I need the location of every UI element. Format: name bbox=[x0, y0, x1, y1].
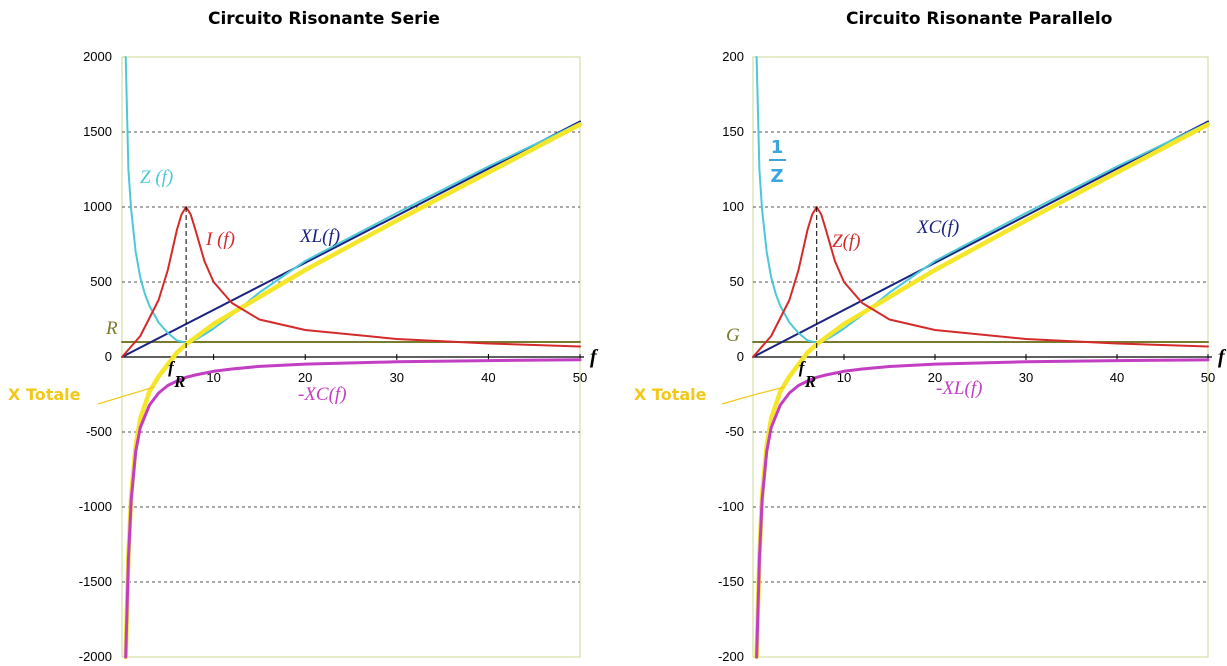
x-tick-label: 50 bbox=[1201, 370, 1215, 385]
y-tick-label: 1000 bbox=[83, 199, 112, 214]
series-label: XC(f) bbox=[916, 217, 959, 238]
x-tick-label: 10 bbox=[206, 370, 220, 385]
y-tick-label: -2000 bbox=[79, 649, 112, 664]
one-over-z-den: Z bbox=[770, 166, 783, 187]
series-label: I (f) bbox=[205, 229, 235, 250]
x-axis-label: f bbox=[590, 346, 599, 368]
x-total-leader bbox=[97, 386, 155, 405]
series-line-xl-f bbox=[755, 358, 1210, 659]
resonance-sub: R bbox=[173, 372, 185, 391]
x-tick-label: 40 bbox=[1110, 370, 1124, 385]
y-tick-label: 100 bbox=[722, 199, 744, 214]
x-tick-label: 20 bbox=[298, 370, 312, 385]
series-line-z-f bbox=[124, 56, 581, 344]
x-total-label: X Totale bbox=[634, 385, 707, 404]
one-over-z-num: 1 bbox=[771, 137, 784, 158]
x-tick-label: 20 bbox=[928, 370, 942, 385]
y-tick-label: -100 bbox=[718, 499, 744, 514]
series-label: Z(f) bbox=[832, 231, 861, 252]
y-tick-label: 0 bbox=[737, 349, 744, 364]
y-tick-label: 2000 bbox=[83, 49, 112, 64]
x-total-label: X Totale bbox=[8, 385, 81, 404]
series-line-1-z bbox=[755, 56, 1209, 344]
x-tick-label: 30 bbox=[1019, 370, 1033, 385]
y-tick-label: -50 bbox=[725, 424, 744, 439]
resonance-label: f bbox=[168, 358, 176, 377]
series-line-xc-f bbox=[124, 358, 582, 659]
chart-svg: 2000 1500 1000 500 0 -500 -1000 -1500 -2000 10 20 3… bbox=[8, 49, 599, 664]
y-tick-label: -150 bbox=[718, 574, 744, 589]
y-tick-label: -500 bbox=[86, 424, 112, 439]
y-tick-label: -1000 bbox=[79, 499, 112, 514]
x-tick-label: 30 bbox=[390, 370, 404, 385]
y-tick-label: 0 bbox=[105, 349, 112, 364]
series-line-xc-f bbox=[752, 120, 1209, 358]
series-line-x-totale bbox=[123, 122, 583, 660]
series-label: R bbox=[105, 318, 118, 339]
x-tick-label: 10 bbox=[837, 370, 851, 385]
chart-series-resonant: Circuito Risonante Serie 2000 1500 1000 500… bbox=[0, 0, 600, 666]
y-tick-label: 200 bbox=[722, 49, 744, 64]
y-tick-label: 1500 bbox=[83, 124, 112, 139]
chart-title: Circuito Risonante Serie bbox=[208, 9, 440, 29]
series-line-xl-f bbox=[121, 120, 581, 358]
resonance-sub: R bbox=[804, 372, 816, 391]
y-tick-label: -1500 bbox=[79, 574, 112, 589]
series-label: -XC(f) bbox=[298, 384, 347, 405]
series-label: XL(f) bbox=[299, 226, 340, 247]
x-tick-label: 40 bbox=[481, 370, 495, 385]
series-label: Z (f) bbox=[140, 167, 173, 188]
resonance-label: f bbox=[799, 358, 807, 377]
series-label: G bbox=[726, 325, 740, 346]
y-tick-label: 500 bbox=[90, 274, 112, 289]
chart-title: Circuito Risonante Parallelo bbox=[846, 9, 1113, 29]
x-total-leader bbox=[721, 386, 785, 405]
y-tick-label: 50 bbox=[730, 274, 744, 289]
series-line-z-f bbox=[752, 206, 1209, 358]
y-tick-label: 150 bbox=[722, 124, 744, 139]
x-tick-label: 50 bbox=[573, 370, 587, 385]
chart-parallel-resonant: Circuito Risonante Parallelo 200 150 100 50… bbox=[620, 0, 1227, 666]
y-tick-label: -200 bbox=[718, 649, 744, 664]
series-label: -XL(f) bbox=[936, 378, 982, 399]
series-line-i-f bbox=[121, 206, 581, 358]
x-axis-label: f bbox=[1218, 346, 1227, 368]
